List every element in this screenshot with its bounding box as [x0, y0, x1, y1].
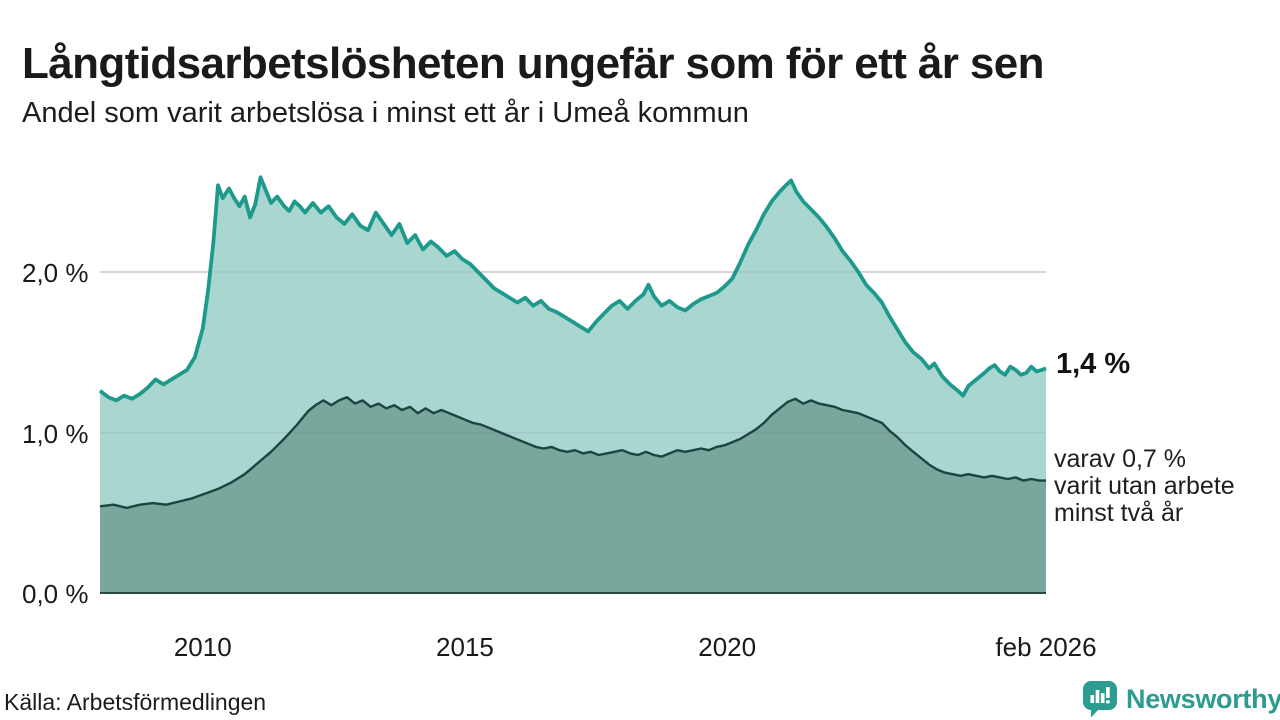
x-tick-label: feb 2026 [995, 632, 1097, 662]
x-tick-label: 2020 [698, 632, 757, 662]
y-tick-label: 1,0 % [22, 418, 89, 449]
area-subset-fill [100, 397, 1046, 593]
x-tick-label: 2015 [436, 632, 494, 662]
subset-annotation: varav 0,7 % varit utan arbete minst två … [1054, 445, 1235, 527]
newsworthy-logo: Newsworthy [1082, 680, 1280, 718]
line-total [98, 175, 1047, 403]
x-tick-label: 2010 [173, 632, 232, 662]
page-subtitle: Andel som varit arbetslösa i minst ett å… [22, 97, 749, 129]
latest-value-label: 1,4 % [1056, 348, 1131, 380]
line-subset [99, 396, 1046, 510]
page-title: Långtidsarbetslösheten ungefär som för e… [22, 39, 1045, 89]
y-tick-label: 0,0 % [22, 579, 89, 609]
source-attribution: Källa: Arbetsförmedlingen [4, 689, 267, 715]
y-tick-label: 2,0 % [22, 258, 89, 288]
newsworthy-wordmark: Newsworthy [1126, 683, 1280, 714]
chart-speech-bubble-icon [1083, 681, 1117, 718]
